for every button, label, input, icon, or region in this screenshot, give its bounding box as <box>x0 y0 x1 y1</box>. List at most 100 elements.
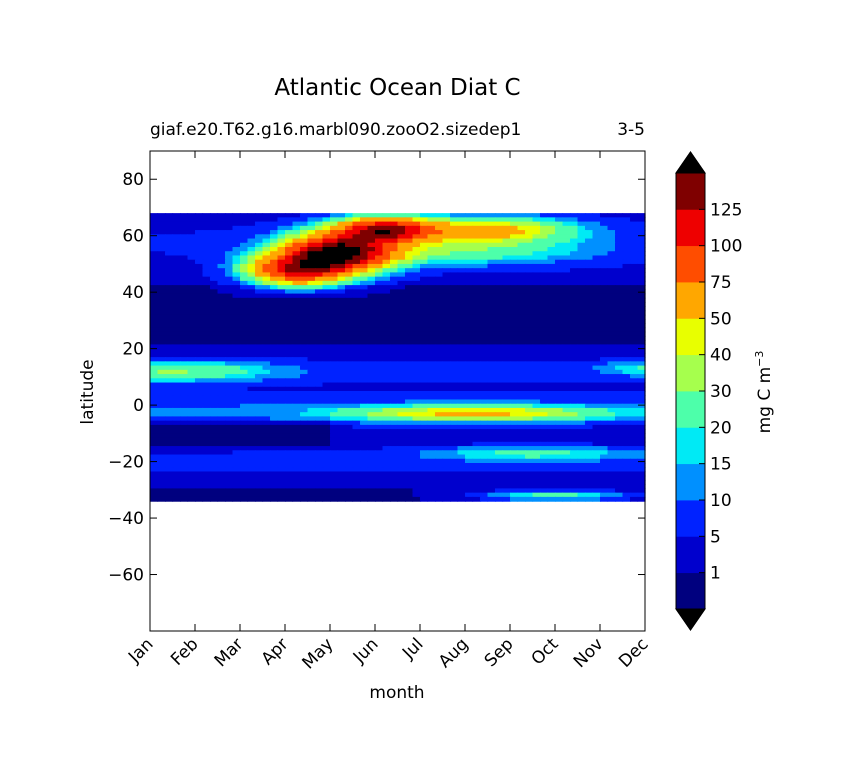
contour-cell <box>562 386 571 392</box>
contour-cell <box>360 424 369 430</box>
contour-cell <box>247 399 256 405</box>
contour-cell <box>412 272 421 278</box>
contour-cell <box>435 306 444 312</box>
contour-cell <box>532 331 541 337</box>
contour-cell <box>480 276 489 282</box>
contour-cell <box>255 276 264 282</box>
contour-cell <box>412 395 421 401</box>
colorbar-segment <box>676 427 705 465</box>
contour-cell <box>412 268 421 274</box>
contour-cell <box>555 382 564 388</box>
contour-cell <box>202 391 211 396</box>
contour-cell <box>202 327 211 333</box>
contour-cell <box>502 361 511 367</box>
contour-cell <box>150 479 159 485</box>
contour-cell <box>187 471 196 477</box>
contour-cell <box>457 276 466 282</box>
contour-cell <box>540 217 549 223</box>
contour-cell <box>570 314 579 320</box>
contour-cell <box>217 263 226 269</box>
contour-cell <box>495 263 504 269</box>
contour-cell <box>630 374 639 379</box>
contour-cell <box>225 293 234 299</box>
contour-cell <box>382 382 391 388</box>
contour-cell <box>450 348 459 354</box>
contour-cell <box>382 221 391 227</box>
contour-cell <box>255 403 264 409</box>
contour-cell <box>465 412 474 418</box>
contour-cell <box>607 365 616 371</box>
contour-cell <box>450 365 459 371</box>
contour-cell <box>307 395 316 401</box>
contour-cell <box>255 319 264 324</box>
contour-cell <box>495 365 504 371</box>
contour-cell <box>247 412 256 418</box>
contour-cell <box>375 306 384 312</box>
contour-cell <box>217 314 226 320</box>
contour-cell <box>390 386 399 392</box>
contour-cell <box>637 382 646 388</box>
contour-cell <box>397 479 406 485</box>
contour-cell <box>165 416 174 422</box>
contour-cell <box>195 302 204 307</box>
contour-cell <box>315 488 324 494</box>
contour-cell <box>165 314 174 320</box>
contour-cell <box>225 268 234 274</box>
contour-cell <box>630 382 639 388</box>
contour-cell <box>607 475 616 481</box>
contour-cell <box>480 289 489 295</box>
contour-cell <box>315 420 324 426</box>
contour-cell <box>240 234 249 240</box>
contour-cell <box>225 225 234 231</box>
contour-cell <box>577 374 586 379</box>
contour-cell <box>382 416 391 422</box>
contour-cell <box>547 433 556 439</box>
contour-cell <box>307 382 316 388</box>
contour-cell <box>225 407 234 413</box>
contour-cell <box>525 314 534 320</box>
contour-cell <box>345 238 354 244</box>
contour-cell <box>562 213 571 218</box>
contour-cell <box>367 471 376 477</box>
contour-cell <box>435 458 444 464</box>
contour-cell <box>225 463 234 468</box>
contour-cell <box>262 230 271 235</box>
contour-cell <box>322 407 331 413</box>
contour-cell <box>555 302 564 307</box>
contour-cell <box>240 289 249 295</box>
contour-cell <box>637 242 646 248</box>
contour-cell <box>405 285 414 290</box>
contour-cell <box>390 293 399 299</box>
contour-cell <box>412 331 421 337</box>
contour-cell <box>232 259 241 265</box>
contour-cell <box>210 242 219 248</box>
colorbar-segment <box>676 391 705 428</box>
contour-cell <box>405 391 414 396</box>
contour-cell <box>330 213 339 218</box>
contour-cell <box>157 306 166 312</box>
contour-cell <box>277 378 286 384</box>
contour-cell <box>172 395 181 401</box>
contour-cell <box>315 386 324 392</box>
contour-cell <box>240 441 249 447</box>
contour-cell <box>345 297 354 303</box>
contour-cell <box>270 386 279 392</box>
contour-cell <box>457 403 466 409</box>
contour-cell <box>262 280 271 286</box>
contour-cell <box>225 234 234 240</box>
x-tick-label: Sep <box>481 634 518 671</box>
contour-cell <box>285 479 294 485</box>
contour-cell <box>510 467 519 473</box>
contour-cell <box>472 251 481 257</box>
contour-cell <box>412 416 421 422</box>
contour-cell <box>480 357 489 362</box>
contour-cell <box>165 272 174 278</box>
contour-cell <box>345 458 354 464</box>
contour-cell <box>225 454 234 460</box>
contour-cell <box>472 285 481 290</box>
contour-cell <box>180 251 189 257</box>
contour-cell <box>210 374 219 379</box>
contour-cell <box>210 386 219 392</box>
contour-cell <box>157 458 166 464</box>
contour-cell <box>165 255 174 261</box>
